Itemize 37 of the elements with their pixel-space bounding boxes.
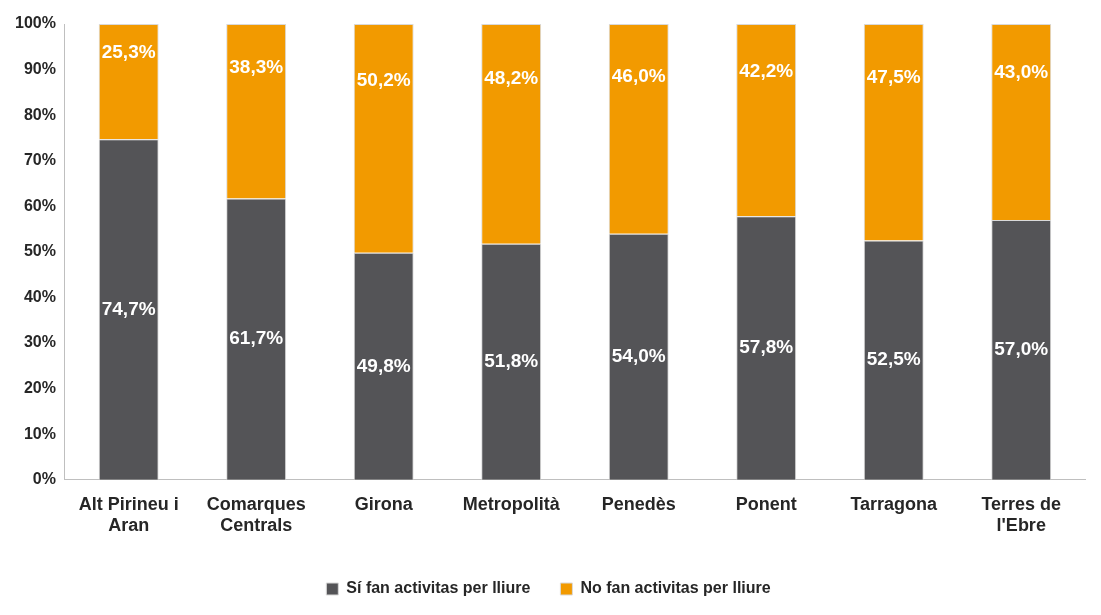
data-label: 42,2% xyxy=(739,60,794,82)
y-tick-label: 70% xyxy=(23,151,56,169)
x-tick-label: Alt Pirineu i Aran xyxy=(78,493,179,536)
y-tick-label: 30% xyxy=(23,333,56,351)
x-tick-label: Metropolità xyxy=(462,493,561,514)
y-tick-label: 60% xyxy=(23,196,56,214)
data-label: 52,5% xyxy=(866,348,921,370)
data-label: 49,8% xyxy=(356,354,411,376)
data-label: 61,7% xyxy=(229,327,284,349)
legend-label: No fan activitas per lliure xyxy=(580,579,771,597)
data-label: 74,7% xyxy=(101,297,156,319)
data-label: 38,3% xyxy=(229,55,284,77)
data-label: 57,0% xyxy=(994,338,1049,360)
data-label: 51,8% xyxy=(484,349,539,371)
data-label: 57,8% xyxy=(739,336,794,358)
y-tick-label: 20% xyxy=(23,379,56,397)
x-tick-label: Girona xyxy=(354,493,414,514)
x-tick-label: Ponent xyxy=(735,493,797,514)
x-tick-label: Comarques Centrals xyxy=(206,493,306,536)
data-label: 54,0% xyxy=(611,344,666,366)
data-label: 25,3% xyxy=(101,41,156,63)
y-tick-label: 100% xyxy=(15,14,56,32)
y-tick-label: 0% xyxy=(32,470,56,488)
data-label: 50,2% xyxy=(356,69,411,91)
data-label: 43,0% xyxy=(994,61,1049,83)
y-tick-label: 40% xyxy=(23,287,56,305)
x-tick-label: Tarragona xyxy=(850,493,939,514)
y-tick-label: 90% xyxy=(23,59,56,77)
y-tick-label: 80% xyxy=(23,105,56,123)
data-label: 47,5% xyxy=(866,66,921,88)
legend-label: Sí fan activitas per lliure xyxy=(346,579,531,597)
data-label: 48,2% xyxy=(484,67,539,89)
y-tick-label: 10% xyxy=(23,424,56,442)
y-tick-label: 50% xyxy=(23,242,56,260)
x-tick-label: Penedès xyxy=(601,493,676,514)
x-tick-label: Terres de l'Ebre xyxy=(981,493,1062,536)
data-label: 46,0% xyxy=(611,64,666,86)
